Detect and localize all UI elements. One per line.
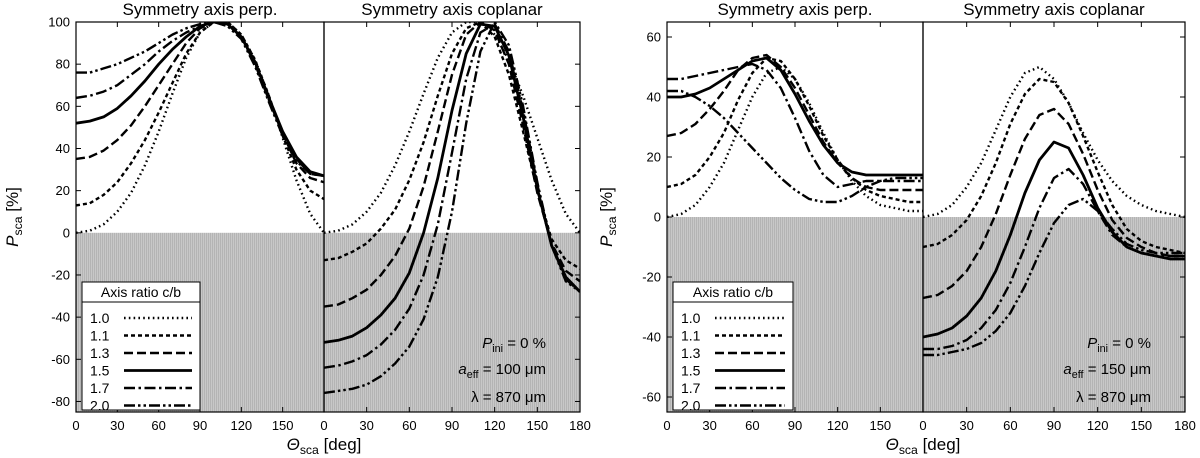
y-tick-label: 0 [63,225,70,240]
series-line-right-1.1 [324,22,580,270]
panel-title-right: Symmetry axis coplanar [361,0,543,19]
legend-entry-label: 1.3 [90,345,110,361]
x-tick-label: 150 [869,418,891,433]
y-tick-label: 20 [647,150,661,165]
annotation-aeff: aeff = 100 μm [458,361,546,381]
annotation-pini: Pini = 0 % [1087,335,1151,355]
x-tick-label: 30 [959,418,973,433]
series-line-left-1.0 [76,22,324,234]
x-tick-label: 60 [402,418,416,433]
legend-entry-label: 1.1 [90,328,110,344]
x-tick-label: 180 [1174,418,1196,433]
legend-entry-label: 1.3 [681,345,701,361]
y-tick-label: 0 [654,210,661,225]
series-line-right-1.7 [923,167,1185,351]
x-tick-label: 30 [702,418,716,433]
y-tick-label: 40 [56,141,70,156]
y-tick-label: -20 [51,267,70,282]
y-tick-label: 60 [56,99,70,114]
legend-entry-label: 1.5 [90,363,110,379]
series-line-right-1.0 [324,22,580,234]
y-tick-label: 100 [48,15,70,30]
x-tick-label: 90 [788,418,802,433]
legend-entry-label: 1.0 [681,310,701,326]
legend-title: Axis ratio c/b [693,284,773,300]
series-line-right-1.1 [923,77,1185,255]
legend-entry-label: 1.0 [90,310,110,326]
x-tick-label: 60 [745,418,759,433]
panel-title-right: Symmetry axis coplanar [963,0,1145,19]
series-line-left-1.0 [667,65,923,219]
x-tick-label: 90 [1047,418,1061,433]
y-tick-label: -80 [51,394,70,409]
series-line-left-1.3 [76,22,324,184]
y-tick-label: 40 [647,90,661,105]
x-axis-label: Θsca [deg] [287,435,362,457]
annotation-lambda: λ = 870 μm [1076,389,1151,406]
x-axis-label: Θsca [deg] [886,435,961,457]
legend-entry-label: 1.5 [681,363,701,379]
series-line-right-2.0 [324,22,580,395]
x-tick-label: 120 [827,418,849,433]
x-tick-label: 120 [1087,418,1109,433]
x-tick-label: 0 [72,418,79,433]
x-tick-label: 150 [1130,418,1152,433]
legend-entry-label: 1.7 [90,380,110,396]
x-tick-label: 0 [663,418,670,433]
y-tick-label: -40 [642,330,661,345]
annotation-aeff: aeff = 150 μm [1063,361,1151,381]
x-tick-label: 150 [272,418,294,433]
series-line-right-1.3 [923,107,1185,300]
y-tick-label: 80 [56,57,70,72]
series-line-left-1.5 [667,56,923,177]
x-tick-label: 90 [193,418,207,433]
legend-entry-label: 1.7 [681,380,701,396]
y-tick-label: -40 [51,310,70,325]
y-axis-label: Psca [%] [597,187,619,247]
x-tick-label: 150 [526,418,548,433]
legend-entry-label: 2.0 [681,398,701,414]
series-line-left-1.3 [667,53,923,192]
x-tick-label: 120 [484,418,506,433]
series-line-left-1.1 [667,56,923,204]
x-tick-label: 180 [569,418,591,433]
x-tick-label: 30 [110,418,124,433]
x-tick-label: 30 [359,418,373,433]
y-tick-label: -60 [642,390,661,405]
panel-title-left: Symmetry axis perp. [718,0,873,19]
annotation-pini: Pini = 0 % [482,335,546,355]
legend-entry-label: 2.0 [90,398,110,414]
series-line-left-2.0 [667,89,923,204]
x-tick-label: 60 [1003,418,1017,433]
legend-entry-label: 1.1 [681,328,701,344]
x-tick-label: 60 [151,418,165,433]
y-tick-label: -60 [51,352,70,367]
series-line-right-1.5 [923,140,1185,339]
x-tick-label: 90 [445,418,459,433]
x-tick-label: 0 [320,418,327,433]
y-tick-label: -20 [642,270,661,285]
y-tick-label: 60 [647,30,661,45]
x-tick-label: 120 [230,418,252,433]
y-tick-label: 20 [56,183,70,198]
legend-title: Axis ratio c/b [101,284,181,300]
series-line-right-2.0 [923,197,1185,357]
panel-title-left: Symmetry axis perp. [123,0,278,19]
y-axis-label: Psca [%] [3,187,25,247]
x-tick-label: 0 [919,418,926,433]
series-line-left-1.7 [667,62,923,189]
annotation-lambda: λ = 870 μm [471,389,546,406]
series-line-left-1.1 [76,22,324,207]
